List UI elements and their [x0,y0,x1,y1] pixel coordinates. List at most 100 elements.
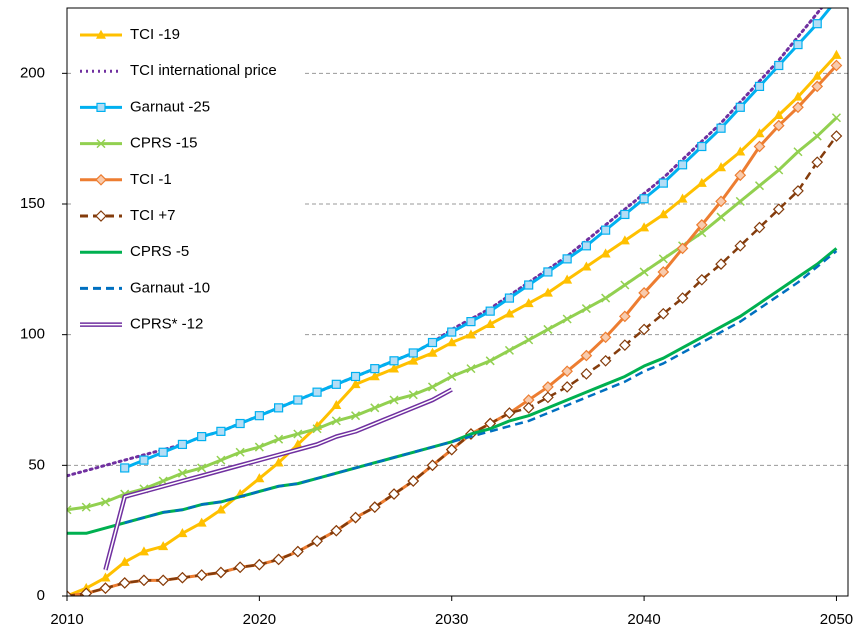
marker [466,364,476,374]
marker [253,558,266,571]
marker [503,407,516,419]
marker [447,327,457,337]
marker [389,356,399,366]
marker [793,39,803,50]
marker [196,517,207,527]
marker [331,379,341,389]
marker [485,318,496,329]
marker [254,442,264,452]
marker [293,429,303,439]
marker [177,528,188,538]
marker [407,475,420,487]
marker [95,29,107,39]
marker [561,381,573,393]
marker [388,488,400,500]
marker [735,146,746,156]
x-tick-label: 2040 [627,611,660,628]
x-tick-label: 2020 [243,611,276,628]
x-tick-label: 2010 [50,611,83,628]
marker [522,401,535,414]
marker [658,178,668,188]
marker [139,455,149,465]
marker [676,292,689,304]
plot-frame [66,7,849,597]
marker [716,162,727,172]
marker [369,371,380,381]
marker [542,287,553,297]
x-tick-label: 2030 [435,611,468,628]
marker [831,49,842,59]
marker [445,443,458,456]
marker [695,273,708,286]
marker [273,457,284,467]
marker [67,590,73,596]
marker [620,209,630,220]
marker [427,347,438,357]
legend-label: TCI +7 [130,207,175,224]
plot-area [67,8,843,596]
marker [542,391,554,404]
legend-label: TCI -1 [130,171,172,188]
marker [543,324,553,334]
marker [792,91,804,101]
marker [561,365,573,378]
marker [368,501,381,513]
marker [254,473,265,483]
marker [715,258,727,270]
marker [792,185,804,197]
marker [485,356,495,366]
marker [638,323,650,336]
marker [734,239,747,252]
marker [562,254,572,264]
marker [773,109,784,119]
marker [197,431,207,442]
marker [96,139,106,149]
marker [676,242,689,255]
marker [619,310,631,323]
marker [274,434,284,444]
marker [215,504,226,514]
marker [754,128,765,138]
marker [349,511,362,524]
legend-label: TCI international price [130,62,277,79]
marker [197,463,207,473]
marker [254,411,264,421]
marker [95,210,107,222]
series-line [124,250,838,525]
series-line [103,387,453,571]
marker [331,399,342,410]
marker [158,541,169,551]
marker [96,102,106,113]
marker [216,426,226,436]
marker [639,194,649,204]
marker [619,339,631,351]
marker [772,119,785,132]
legend-label: CPRS* -12 [130,316,203,333]
marker [600,248,611,258]
marker [118,577,131,589]
marker [580,368,593,380]
marker [581,304,591,314]
y-tick-label: 50 [28,456,45,473]
marker [524,335,534,345]
marker [158,447,168,457]
marker [543,267,553,277]
y-tick-label: 100 [20,326,45,343]
marker [658,254,668,264]
marker [657,307,670,320]
marker [466,317,476,327]
marker [272,553,285,566]
marker [831,113,841,123]
marker [697,141,707,152]
marker [657,266,670,278]
marker [176,571,189,584]
marker [812,131,822,141]
marker [312,424,322,434]
marker [599,354,612,367]
marker [95,173,107,186]
marker [311,535,323,547]
marker [99,582,112,595]
marker [811,156,824,169]
marker [312,387,322,397]
